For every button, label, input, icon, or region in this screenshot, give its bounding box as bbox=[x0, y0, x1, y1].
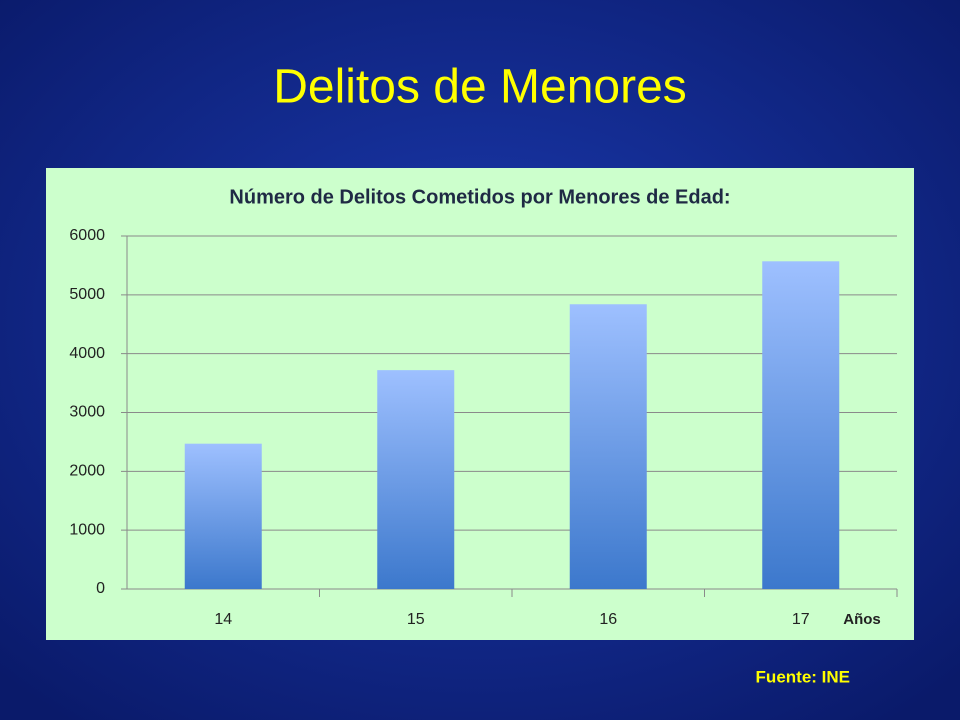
y-tick-label: 0 bbox=[96, 580, 105, 597]
x-tick-label: 15 bbox=[407, 611, 425, 628]
y-tick-label: 3000 bbox=[69, 404, 105, 421]
bar bbox=[184, 443, 262, 589]
plot: 0 1000 2000 3000 4000 5000 6000 14 15 16 17 bbox=[69, 227, 898, 628]
x-axis-label: Años bbox=[843, 611, 881, 628]
y-tick-label: 1000 bbox=[69, 521, 105, 538]
x-tick-label: 16 bbox=[599, 611, 617, 628]
y-tick-label: 6000 bbox=[69, 227, 105, 244]
x-tick-label: 14 bbox=[214, 611, 232, 628]
bar bbox=[762, 261, 840, 589]
y-tick-label: 2000 bbox=[69, 463, 105, 480]
y-tick-label: 4000 bbox=[69, 345, 105, 362]
chart-title: Número de Delitos Cometidos por Menores … bbox=[229, 186, 730, 208]
source: Fuente: INE bbox=[756, 667, 850, 686]
x-tick-label: 17 bbox=[792, 611, 810, 628]
bar bbox=[377, 370, 455, 589]
slide-title: Delitos de Menores bbox=[273, 61, 687, 114]
y-tick-label: 5000 bbox=[69, 286, 105, 303]
bar bbox=[569, 304, 647, 589]
